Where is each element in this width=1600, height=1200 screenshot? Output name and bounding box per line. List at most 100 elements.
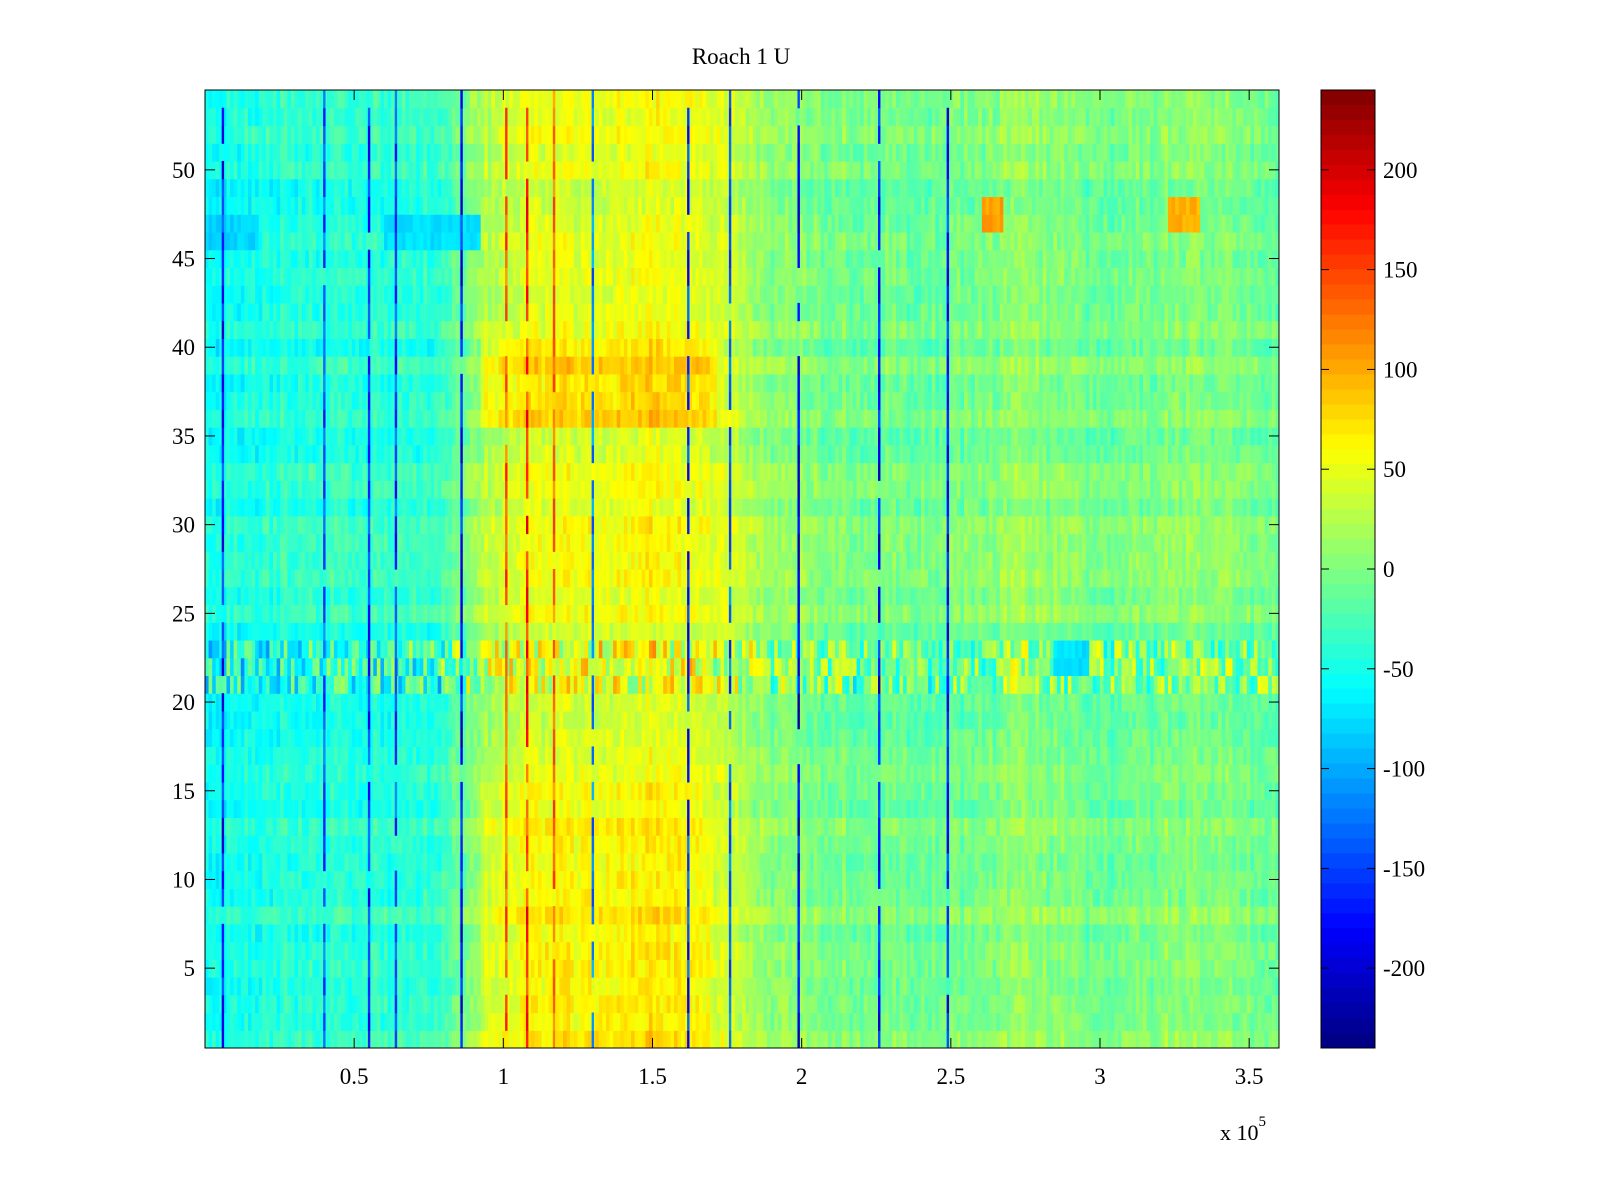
heatmap-cell xyxy=(219,1012,224,1031)
heatmap-cell xyxy=(358,994,364,1014)
heatmap-cell xyxy=(380,551,385,570)
heatmap-cell xyxy=(391,125,396,144)
heatmap-cell xyxy=(237,320,242,339)
heatmap-cell xyxy=(480,373,485,393)
heatmap-cell xyxy=(290,391,296,410)
heatmap-cell xyxy=(290,959,296,978)
heatmap-cell xyxy=(419,675,424,694)
heatmap-cell xyxy=(319,764,324,783)
heatmap-cell xyxy=(419,764,424,783)
heatmap-cell xyxy=(391,693,396,712)
heatmap-cell xyxy=(423,835,428,854)
heatmap-cell xyxy=(301,143,306,162)
heatmap-cell xyxy=(240,356,245,375)
heatmap-cell xyxy=(315,906,321,925)
heatmap-cell xyxy=(416,1012,421,1031)
heatmap-cell xyxy=(262,870,267,889)
heatmap-cell xyxy=(219,267,224,286)
heatmap-cell xyxy=(298,569,303,588)
heatmap-cell xyxy=(426,178,432,198)
heatmap-cell xyxy=(369,231,374,251)
heatmap-cell xyxy=(219,923,224,943)
heatmap-cell xyxy=(351,906,356,925)
heatmap-cell xyxy=(373,923,378,943)
heatmap-cell xyxy=(298,285,303,304)
heatmap-cell xyxy=(265,906,271,925)
heatmap-cell xyxy=(230,498,235,517)
heatmap-cell xyxy=(376,409,382,428)
heatmap-cell xyxy=(233,799,238,818)
heatmap-cell xyxy=(355,959,360,978)
heatmap-cell xyxy=(315,533,321,552)
heatmap-cell xyxy=(269,125,274,144)
heatmap-cell xyxy=(205,835,210,854)
heatmap-cell xyxy=(240,320,245,339)
heatmap-cell xyxy=(401,835,407,854)
heatmap-cell xyxy=(380,977,385,996)
heatmap-cell xyxy=(384,178,389,198)
heatmap-cell xyxy=(208,923,213,943)
heatmap-cell xyxy=(491,196,496,215)
heatmap-cell xyxy=(315,569,321,588)
heatmap-cell xyxy=(283,515,288,535)
heatmap-cell xyxy=(387,710,392,730)
heatmap-cell xyxy=(473,888,478,907)
heatmap-cell xyxy=(208,320,213,339)
heatmap-cell xyxy=(330,551,335,570)
heatmap-cell xyxy=(308,160,313,180)
heatmap-cell xyxy=(466,1012,471,1031)
heatmap-cell xyxy=(491,977,496,996)
heatmap-cell xyxy=(384,143,389,162)
heatmap-cell xyxy=(273,107,278,127)
heatmap-cell xyxy=(290,817,296,836)
heatmap-cell xyxy=(401,1030,407,1048)
heatmap-cell xyxy=(308,799,313,818)
heatmap-cell xyxy=(480,178,485,198)
heatmap-cell xyxy=(219,835,224,854)
heatmap-cell xyxy=(398,639,403,659)
heatmap-cell xyxy=(494,515,500,535)
heatmap-cell xyxy=(412,249,417,269)
heatmap-cell xyxy=(419,746,424,765)
heatmap-cell xyxy=(502,799,507,818)
heatmap-cell xyxy=(283,160,288,180)
heatmap-cell xyxy=(505,498,510,517)
heatmap-cell xyxy=(373,604,378,623)
heatmap-cell xyxy=(276,906,281,925)
heatmap-cell xyxy=(290,285,296,304)
heatmap-cell xyxy=(419,320,424,339)
heatmap-cell xyxy=(466,515,471,535)
heatmap-cell xyxy=(237,444,242,464)
heatmap-cell xyxy=(358,1030,364,1048)
heatmap-cell xyxy=(473,728,478,748)
heatmap-cell xyxy=(315,480,321,499)
heatmap-cell xyxy=(333,923,339,943)
heatmap-cell xyxy=(416,444,421,464)
heatmap-cell xyxy=(287,799,292,818)
heatmap-cell xyxy=(376,906,382,925)
heatmap-cell xyxy=(494,994,500,1014)
heatmap-cell xyxy=(276,923,281,943)
heatmap-cell xyxy=(312,906,317,925)
heatmap-cell xyxy=(437,320,442,339)
heatmap-cell xyxy=(380,941,385,960)
heatmap-cell xyxy=(255,90,260,109)
heatmap-cell xyxy=(412,728,417,748)
heatmap-cell xyxy=(212,444,217,464)
heatmap-cell xyxy=(265,90,271,109)
heatmap-cell xyxy=(258,906,263,925)
heatmap-cell xyxy=(215,906,220,925)
heatmap-cell xyxy=(208,498,213,517)
heatmap-cell xyxy=(301,409,306,428)
heatmap-cell xyxy=(237,817,242,836)
heatmap-cell xyxy=(466,888,471,907)
heatmap-cell xyxy=(269,906,274,925)
heatmap-cell xyxy=(233,143,238,162)
heatmap-cell xyxy=(355,693,360,712)
heatmap-cell xyxy=(520,941,525,960)
heatmap-cell xyxy=(416,356,421,375)
heatmap-cell xyxy=(444,267,450,286)
heatmap-cell xyxy=(362,817,367,836)
heatmap-cell xyxy=(269,533,274,552)
heatmap-cell xyxy=(341,675,346,694)
